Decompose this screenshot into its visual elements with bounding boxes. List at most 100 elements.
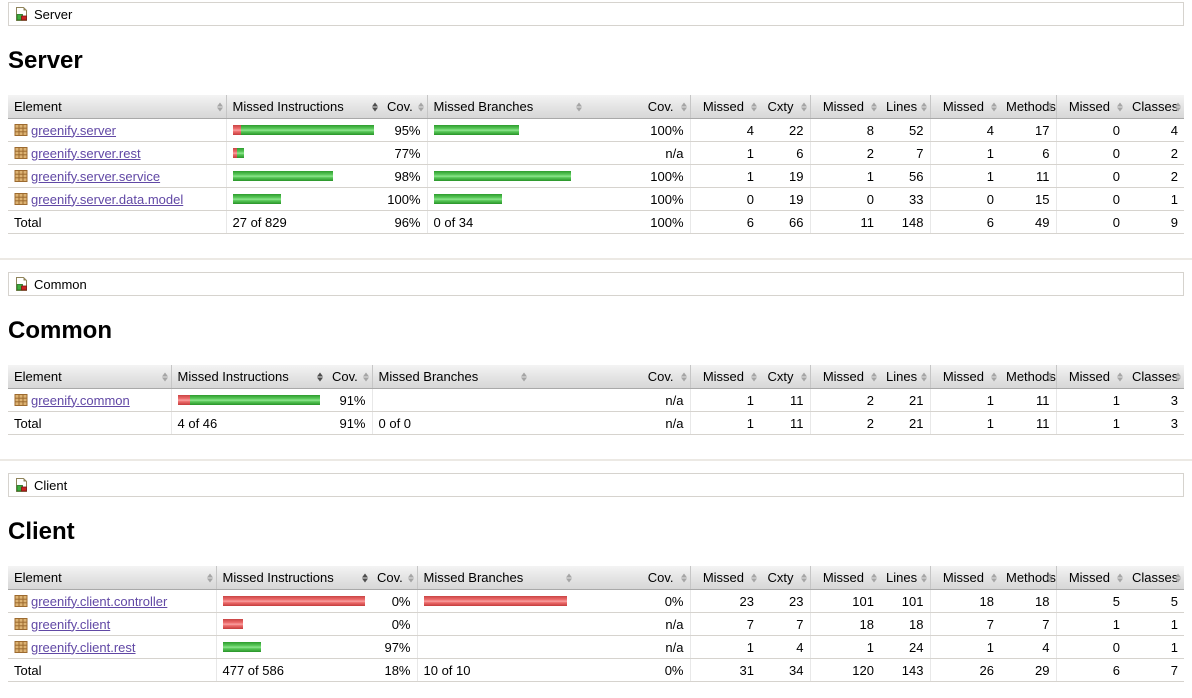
sort-icon[interactable] — [920, 573, 927, 582]
sort-icon[interactable] — [1046, 573, 1053, 582]
sort-icon[interactable] — [1046, 372, 1053, 381]
sort-icon[interactable] — [991, 372, 997, 381]
sort-icon[interactable] — [680, 573, 687, 582]
sort-icon[interactable] — [1175, 102, 1181, 111]
column-header-element[interactable]: Element — [8, 95, 226, 119]
column-header-missed-instructions[interactable]: Missed Instructions — [215, 566, 371, 590]
sort-icon[interactable] — [751, 372, 757, 381]
column-header-lines[interactable]: Lines — [880, 566, 930, 590]
column-header-missed-instructions[interactable]: Missed Instructions — [170, 365, 326, 389]
sort-icon[interactable] — [1117, 372, 1123, 381]
sort-icon[interactable] — [206, 573, 213, 582]
column-header-cov-[interactable]: Cov. — [585, 95, 690, 119]
sort-icon[interactable] — [751, 573, 757, 582]
sort-down-arrow — [800, 107, 807, 111]
sort-icon[interactable] — [991, 573, 997, 582]
sort-desc-icon[interactable] — [317, 372, 323, 381]
column-header-cov-[interactable]: Cov. — [326, 365, 372, 389]
column-header-missed[interactable]: Missed — [1055, 566, 1126, 590]
sort-icon[interactable] — [161, 372, 168, 381]
column-header-missed-branches[interactable]: Missed Branches — [371, 365, 530, 389]
sort-icon[interactable] — [680, 102, 687, 111]
column-header-label: Element — [14, 570, 62, 585]
sort-icon[interactable] — [1117, 102, 1123, 111]
column-header-missed-branches[interactable]: Missed Branches — [426, 95, 585, 119]
sort-icon[interactable] — [521, 372, 527, 381]
element-cell: greenify.client.controller — [8, 589, 216, 613]
element-cell: greenify.server.rest — [8, 141, 226, 165]
sort-icon[interactable] — [1117, 573, 1123, 582]
package-link[interactable]: greenify.server.service — [31, 168, 161, 184]
sort-icon[interactable] — [800, 102, 807, 111]
sort-icon[interactable] — [417, 102, 424, 111]
column-header-element[interactable]: Element — [8, 566, 216, 590]
sort-icon[interactable] — [216, 102, 223, 111]
sort-icon[interactable] — [800, 573, 807, 582]
branches-bar-cell — [416, 635, 575, 659]
column-header-methods[interactable]: Methods — [1000, 95, 1056, 119]
column-header-cxty[interactable]: Cxty — [760, 566, 810, 590]
sort-icon[interactable] — [871, 573, 877, 582]
package-link[interactable]: greenify.client.controller — [31, 593, 168, 609]
sort-icon[interactable] — [751, 102, 757, 111]
column-header-missed[interactable]: Missed — [1055, 365, 1126, 389]
sort-icon[interactable] — [566, 573, 572, 582]
column-header-missed[interactable]: Missed — [929, 566, 1000, 590]
sort-icon[interactable] — [680, 372, 687, 381]
sort-down-arrow — [417, 107, 424, 111]
column-header-missed[interactable]: Missed — [929, 365, 1000, 389]
column-header-label: Classes — [1132, 99, 1179, 114]
package-link[interactable]: greenify.server.data.model — [31, 191, 184, 207]
sort-icon[interactable] — [576, 102, 582, 111]
column-header-missed[interactable]: Missed — [689, 95, 760, 119]
column-header-missed[interactable]: Missed — [689, 566, 760, 590]
column-header-missed[interactable]: Missed — [809, 365, 880, 389]
column-header-missed-branches[interactable]: Missed Branches — [416, 566, 575, 590]
column-header-missed[interactable]: Missed — [809, 566, 880, 590]
instructions-bar-cell — [225, 164, 381, 188]
sort-desc-icon[interactable] — [372, 102, 378, 111]
column-header-cov-[interactable]: Cov. — [530, 365, 690, 389]
sort-icon[interactable] — [1175, 372, 1181, 381]
package-link[interactable]: greenify.client.rest — [31, 639, 136, 655]
package-link[interactable]: greenify.common — [31, 392, 130, 408]
column-header-classes[interactable]: Classes — [1126, 566, 1184, 590]
sort-icon[interactable] — [920, 102, 927, 111]
column-header-cov-[interactable]: Cov. — [575, 566, 690, 590]
column-header-methods[interactable]: Methods — [1000, 365, 1056, 389]
sort-icon[interactable] — [871, 372, 877, 381]
column-header-missed[interactable]: Missed — [689, 365, 760, 389]
column-header-label: Cov. — [647, 99, 674, 114]
instructions-bar-cell — [225, 118, 381, 142]
sort-icon[interactable] — [1046, 102, 1053, 111]
column-header-missed[interactable]: Missed — [929, 95, 1000, 119]
column-header-missed[interactable]: Missed — [809, 95, 880, 119]
column-header-classes[interactable]: Classes — [1126, 95, 1184, 119]
sort-icon[interactable] — [871, 102, 877, 111]
sort-icon[interactable] — [920, 372, 927, 381]
package-link[interactable]: greenify.server.rest — [31, 145, 141, 161]
counter-cell: 18 — [929, 589, 1000, 613]
instructions-coverage: 95% — [381, 118, 427, 142]
sort-icon[interactable] — [800, 372, 807, 381]
sort-icon[interactable] — [1175, 573, 1181, 582]
column-header-cxty[interactable]: Cxty — [760, 95, 810, 119]
sort-icon[interactable] — [362, 372, 369, 381]
column-header-cov-[interactable]: Cov. — [381, 95, 427, 119]
counter-cell: 1 — [689, 164, 760, 188]
column-header-cov-[interactable]: Cov. — [371, 566, 417, 590]
column-header-missed[interactable]: Missed — [1055, 95, 1126, 119]
sort-icon[interactable] — [991, 102, 997, 111]
sort-icon[interactable] — [407, 573, 414, 582]
sort-up-arrow — [1046, 573, 1053, 577]
package-link[interactable]: greenify.client — [31, 616, 111, 632]
column-header-methods[interactable]: Methods — [1000, 566, 1056, 590]
column-header-lines[interactable]: Lines — [880, 365, 930, 389]
column-header-missed-instructions[interactable]: Missed Instructions — [225, 95, 381, 119]
column-header-cxty[interactable]: Cxty — [760, 365, 810, 389]
package-link[interactable]: greenify.server — [31, 122, 117, 138]
column-header-element[interactable]: Element — [8, 365, 171, 389]
sort-desc-icon[interactable] — [362, 573, 368, 582]
column-header-classes[interactable]: Classes — [1126, 365, 1184, 389]
column-header-lines[interactable]: Lines — [880, 95, 930, 119]
